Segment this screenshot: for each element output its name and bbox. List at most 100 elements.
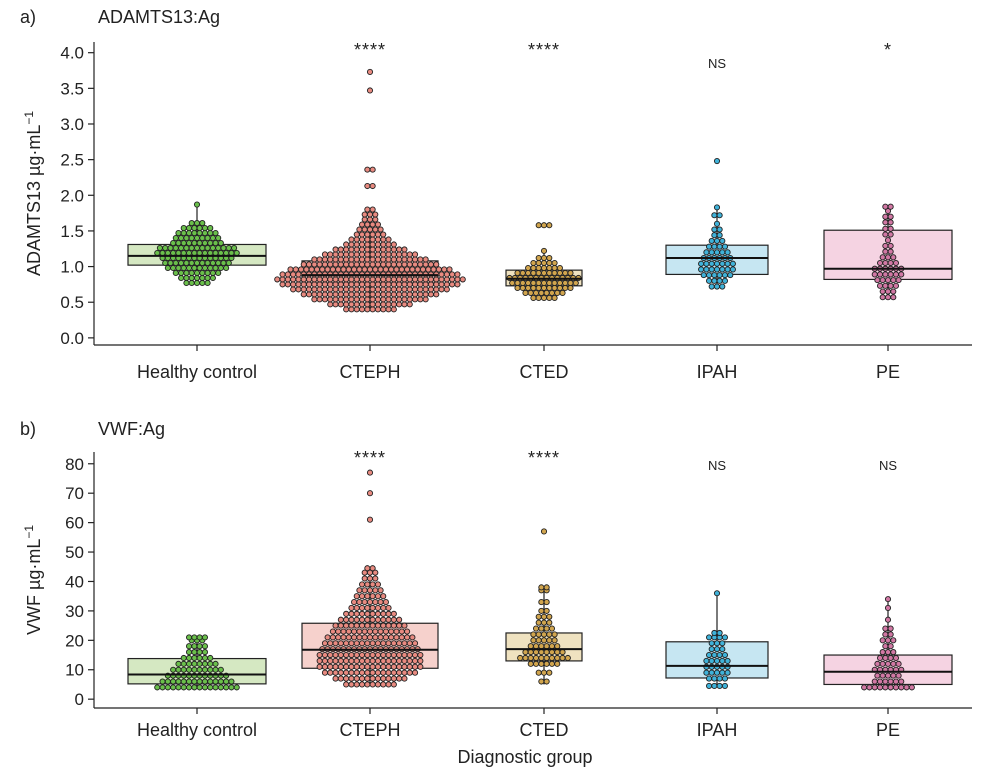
data-point (287, 266, 294, 273)
data-point (364, 657, 371, 664)
data-point (711, 226, 718, 233)
data-point (406, 281, 413, 288)
data-point (364, 581, 371, 588)
data-point (390, 261, 397, 268)
data-point (713, 646, 721, 653)
data-point (364, 251, 371, 258)
data-point (193, 269, 201, 277)
data-point (564, 654, 571, 662)
data-point (721, 272, 729, 279)
data-point (369, 206, 376, 213)
data-point (525, 269, 532, 277)
data-point (284, 271, 291, 278)
data-point (313, 266, 321, 273)
data-point (398, 266, 405, 273)
data-point (417, 296, 424, 303)
data-point (380, 306, 387, 313)
data-point (380, 261, 387, 268)
data-point (887, 631, 894, 638)
data-point (435, 266, 442, 273)
data-point (348, 246, 355, 253)
data-point (380, 251, 387, 258)
y-tick-label: 0.0 (60, 329, 84, 348)
data-point (884, 660, 892, 667)
data-point (548, 625, 556, 632)
data-point (316, 651, 323, 659)
data-point (724, 657, 731, 664)
data-point (390, 610, 397, 617)
data-point (364, 651, 371, 659)
data-point (374, 616, 382, 623)
data-point (385, 301, 392, 308)
panel-letter: a) (20, 7, 36, 27)
data-point (175, 660, 182, 667)
data-point (353, 236, 360, 243)
data-point (377, 634, 384, 641)
data-point (882, 242, 889, 249)
data-point (719, 266, 726, 273)
category-label: CTEPH (339, 720, 400, 740)
data-point (207, 225, 214, 232)
data-point (321, 286, 329, 293)
data-point (185, 660, 193, 667)
data-point (406, 276, 413, 283)
data-point (719, 249, 726, 256)
data-point (175, 249, 182, 257)
data-point (396, 622, 403, 629)
data-point (361, 226, 368, 233)
data-point (327, 276, 334, 283)
data-point (396, 281, 403, 288)
data-point (884, 604, 892, 612)
data-point (879, 672, 886, 679)
data-point (404, 634, 411, 641)
data-point (433, 291, 440, 298)
data-point (374, 281, 382, 288)
data-point (358, 231, 366, 238)
data-point (401, 281, 408, 288)
data-point (538, 649, 545, 656)
data-point (882, 631, 889, 638)
data-point (879, 254, 886, 261)
data-point (535, 631, 542, 638)
data-point (321, 251, 329, 258)
data-point (364, 166, 371, 173)
data-point (316, 286, 323, 293)
data-point (225, 244, 232, 252)
data-point (332, 246, 339, 253)
category-label: Healthy control (137, 362, 257, 382)
data-point (430, 266, 437, 273)
data-point (321, 281, 329, 288)
data-point (716, 682, 723, 689)
data-point (882, 643, 889, 650)
data-point (178, 269, 185, 277)
data-point (884, 237, 892, 244)
data-point (228, 678, 235, 685)
data-point (406, 296, 413, 303)
data-point (713, 283, 721, 290)
data-point (546, 222, 553, 229)
data-point (540, 294, 548, 301)
data-point (548, 643, 556, 650)
data-point (175, 239, 182, 247)
data-point (546, 254, 553, 262)
data-point (209, 274, 216, 282)
data-point (358, 681, 366, 688)
data-point (411, 251, 419, 258)
data-point (231, 244, 238, 252)
data-point (382, 634, 389, 641)
data-point (358, 241, 366, 248)
data-point (196, 225, 203, 232)
data-point (196, 643, 203, 650)
data-point (514, 279, 521, 287)
data-point (356, 634, 363, 641)
data-point (290, 286, 297, 293)
data-point (295, 286, 302, 293)
data-point (409, 634, 416, 641)
data-point (551, 294, 558, 301)
data-point (380, 640, 387, 647)
data-point (353, 301, 360, 308)
y-tick-label: 1.0 (60, 258, 84, 277)
data-point (411, 640, 419, 647)
data-point (369, 256, 376, 263)
data-point (316, 663, 323, 670)
